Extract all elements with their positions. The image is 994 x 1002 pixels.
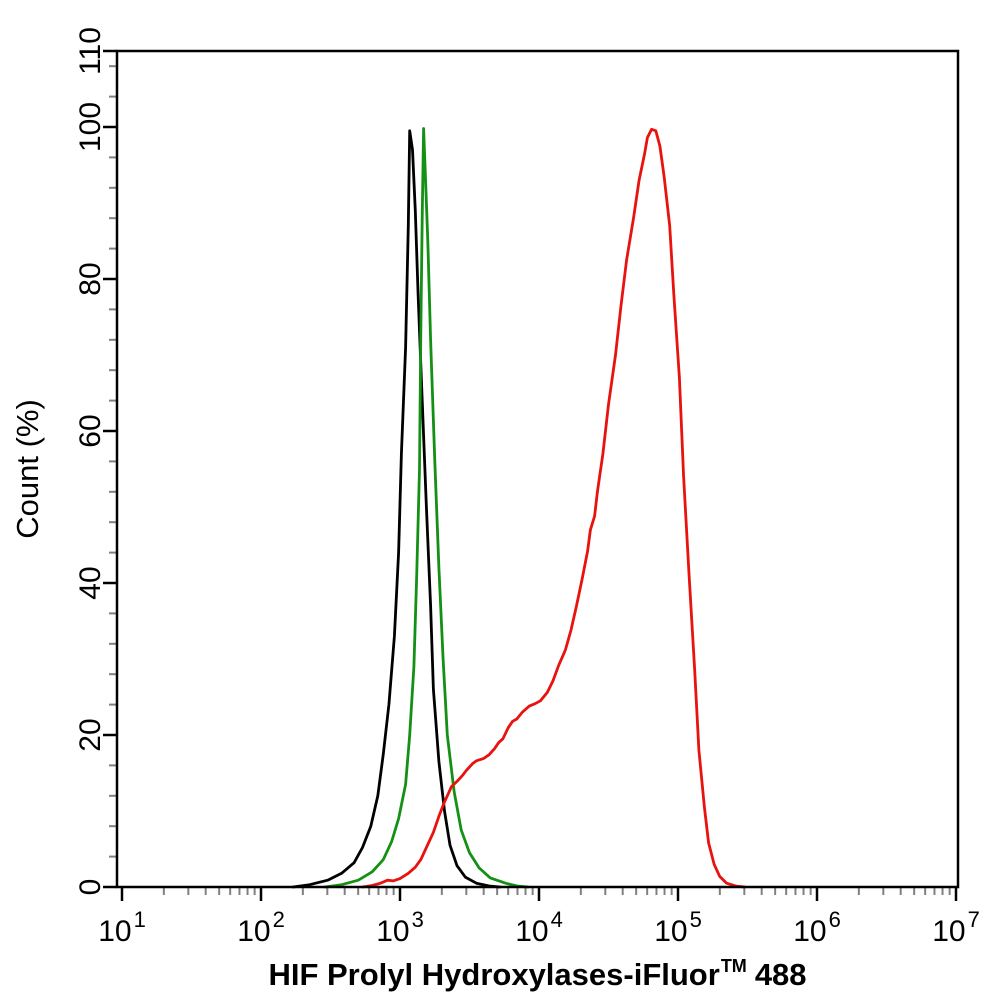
minor-ticks — [109, 65, 951, 895]
series-curve-green — [323, 127, 530, 889]
plot-border — [115, 49, 960, 889]
y-tick-label: 80 — [74, 262, 107, 295]
y-axis-title: Count (%) — [10, 399, 45, 539]
y-tick-label: 20 — [74, 718, 107, 751]
series-curve-red — [361, 127, 747, 889]
y-tick-label: 100 — [74, 102, 107, 152]
y-tick-label: 40 — [74, 566, 107, 599]
major-ticks — [103, 49, 958, 901]
x-axis-title-main: HIF Prolyl Hydroxylases-iFluor — [268, 957, 719, 992]
x-tick-label: 102 — [237, 907, 285, 948]
y-tick-label: 110 — [74, 27, 107, 75]
x-tick-label: 101 — [98, 907, 146, 948]
series-curves — [291, 127, 747, 889]
x-tick-label: 106 — [793, 907, 841, 948]
x-axis-title-suffix: 488 — [755, 957, 807, 992]
x-tick-label: 107 — [932, 907, 980, 948]
trademark-superscript: TM — [721, 956, 747, 976]
x-axis-title: HIF Prolyl Hydroxylases-iFluorTM 488 — [268, 956, 806, 992]
x-tick-label: 104 — [515, 907, 563, 948]
tick-labels: 0 20 40 60 80 100 110 101 102 103 104 105 106 107 — [74, 27, 980, 948]
y-tick-label: 0 — [74, 879, 107, 896]
x-tick-label: 103 — [376, 907, 424, 948]
x-tick-label: 105 — [654, 907, 702, 948]
series-curve-black — [291, 129, 502, 889]
y-tick-label: 60 — [74, 414, 107, 447]
